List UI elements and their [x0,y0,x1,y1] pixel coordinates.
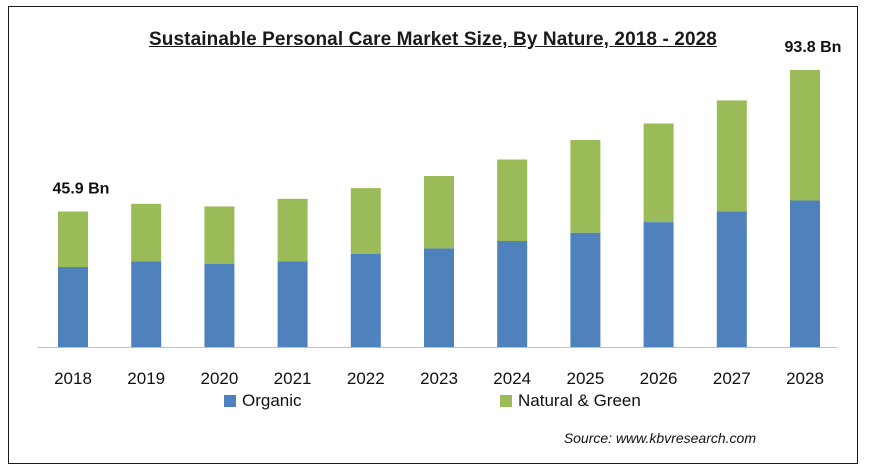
bar-natural-green-2025 [570,140,601,233]
data-label-2018: 45.9 Bn [53,181,110,198]
bar-organic-2026 [643,222,674,347]
bar-natural-green-2024 [497,159,528,241]
data-label-2028: 93.8 Bn [785,39,842,56]
x-tick-label-2021: 2021 [274,369,312,388]
chart-title: Sustainable Personal Care Market Size, B… [149,29,717,50]
bar-natural-green-2028 [790,70,820,201]
bar-organic-2027 [716,211,747,347]
bar-natural-green-2027 [716,100,747,212]
x-tick-label-2020: 2020 [200,369,238,388]
x-tick-label-2019: 2019 [127,369,165,388]
legend-item-organic: Organic [224,391,302,411]
source-note: Source: www.kbvresearch.com [563,430,756,446]
bar-natural-green-2023 [424,176,454,249]
x-tick-label-2024: 2024 [493,369,531,388]
bar-organic-2022 [350,254,381,347]
bar-organic-2018 [58,267,88,347]
x-tick-label-2023: 2023 [420,369,458,388]
bar-natural-green-2021 [277,198,308,262]
x-tick-label-2026: 2026 [640,369,678,388]
bar-organic-2023 [424,248,454,347]
legend-swatch-organic [224,395,236,407]
bar-organic-2021 [277,261,308,347]
x-tick-label-2022: 2022 [347,369,385,388]
legend-label-organic: Organic [242,391,302,410]
bar-organic-2024 [497,241,528,347]
bar-natural-green-2018 [58,211,88,267]
legend-label-natural-green: Natural & Green [518,391,641,410]
chart-legend: Organic Natural & Green [224,391,694,415]
bar-natural-green-2019 [131,203,162,262]
legend-item-natural-green: Natural & Green [500,391,641,411]
legend-swatch-natural-green [500,395,512,407]
x-tick-label-2027: 2027 [713,369,751,388]
bar-organic-2020 [204,264,235,347]
bar-natural-green-2020 [204,206,235,264]
bar-organic-2028 [790,200,820,347]
x-tick-label-2028: 2028 [786,369,824,388]
bar-natural-green-2026 [643,123,674,223]
bar-organic-2025 [570,232,601,347]
bar-organic-2019 [131,261,162,347]
x-tick-label-2018: 2018 [54,369,92,388]
bar-natural-green-2022 [350,188,381,254]
x-tick-label-2025: 2025 [566,369,604,388]
